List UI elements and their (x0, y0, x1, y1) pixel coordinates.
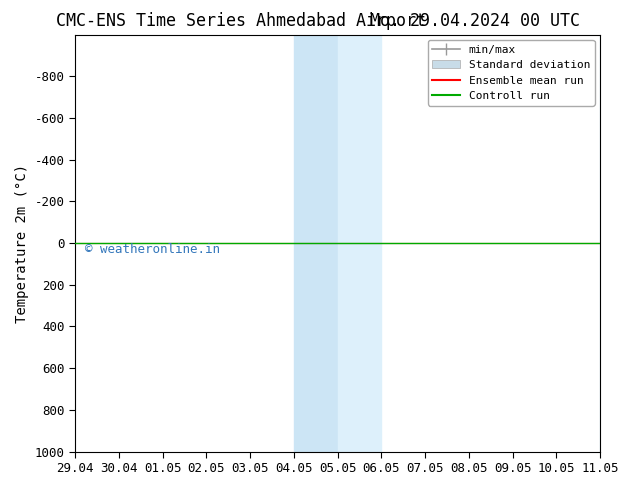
Bar (600, 35, 622, 452)
Bar (338, 35, 382, 452)
Bar (294, 35, 338, 452)
Text: CMC-ENS Time Series Ahmedabad Airport: CMC-ENS Time Series Ahmedabad Airport (56, 12, 426, 30)
Text: Mo. 29.04.2024 00 UTC: Mo. 29.04.2024 00 UTC (370, 12, 581, 30)
Y-axis label: Temperature 2m (°C): Temperature 2m (°C) (15, 164, 29, 322)
Text: © weatheronline.in: © weatheronline.in (86, 243, 221, 256)
Legend: min/max, Standard deviation, Ensemble mean run, Controll run: min/max, Standard deviation, Ensemble me… (428, 40, 595, 106)
